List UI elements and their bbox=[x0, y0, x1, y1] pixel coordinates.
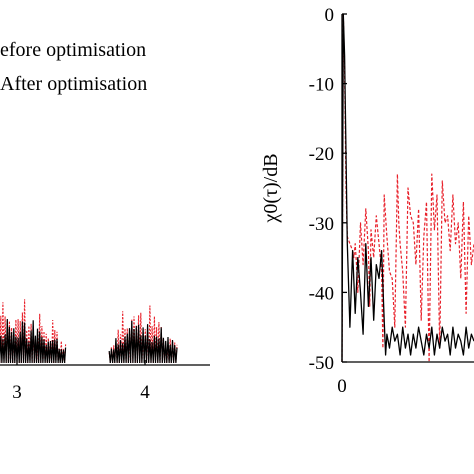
right-y-ticks: 0 -10 -20 -30 -40 -50 bbox=[309, 5, 347, 374]
legend-entry-after: After optimisation bbox=[0, 73, 147, 95]
right-y-tick-label-0: 0 bbox=[325, 5, 335, 26]
right-chart: 0 -10 -20 -30 -40 -50 0 χ0(τ)/dB bbox=[260, 5, 474, 397]
right-y-axis-label: χ0(τ)/dB bbox=[260, 153, 282, 223]
right-y-tick-label-4: -40 bbox=[309, 283, 334, 304]
legend-entry-before: efore optimisation bbox=[0, 39, 146, 61]
left-chart: 3 4 efore optimisation After optimisatio… bbox=[0, 39, 210, 403]
left-x-tick-label-3: 3 bbox=[12, 382, 22, 403]
right-y-tick-label-2: -20 bbox=[309, 144, 334, 165]
left-series-after-cluster-1 bbox=[108, 320, 178, 364]
left-x-tick-label-4: 4 bbox=[140, 382, 150, 403]
right-series-after-line bbox=[341, 13, 474, 363]
right-y-tick-label-1: -10 bbox=[309, 75, 334, 96]
right-x-tick-label-0: 0 bbox=[337, 376, 347, 397]
right-chart-marks bbox=[341, 13, 474, 363]
right-y-tick-label-3: -30 bbox=[309, 214, 334, 235]
left-chart-marks bbox=[0, 299, 178, 364]
right-y-tick-label-5: -50 bbox=[309, 353, 334, 374]
